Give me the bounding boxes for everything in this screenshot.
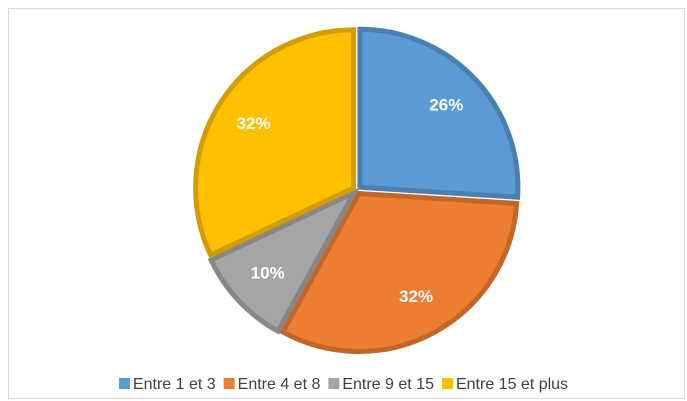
pie-slice [279, 190, 520, 354]
pie-slice [207, 187, 360, 335]
legend-swatch [223, 378, 235, 389]
data-label: 32% [237, 114, 271, 133]
data-label: 26% [429, 96, 463, 115]
legend-label: Entre 15 et plus [456, 376, 568, 393]
pie-slice [193, 27, 357, 259]
legend-label: Entre 1 et 3 [133, 376, 216, 393]
legend-swatch [328, 378, 340, 389]
data-label: 10% [251, 263, 285, 282]
legend-label: Entre 4 et 8 [238, 376, 321, 393]
data-label: 32% [399, 287, 433, 306]
legend-label: Entre 9 et 15 [342, 376, 434, 393]
pie-slice [357, 26, 521, 200]
legend-swatch [118, 378, 130, 389]
legend-swatch [441, 378, 453, 389]
